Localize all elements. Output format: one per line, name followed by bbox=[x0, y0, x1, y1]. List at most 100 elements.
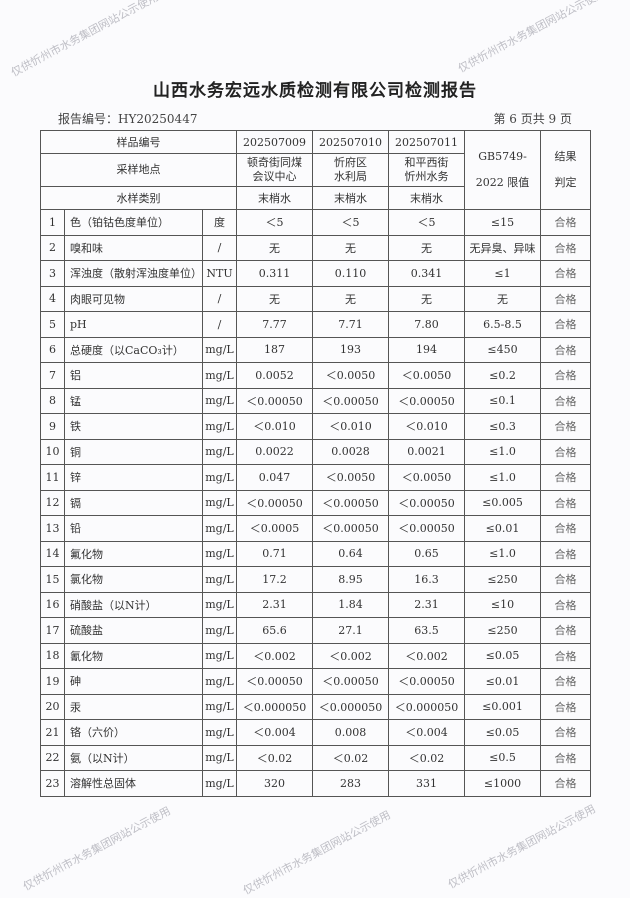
table-row: 1 色（铂钴色度单位）度＜5 ＜5 ＜5 ≤15 合格 bbox=[40, 209, 591, 236]
value-sample-3: ＜0.000050 bbox=[388, 693, 465, 720]
unit: mg/L bbox=[202, 413, 237, 440]
value-sample-1: ＜0.00050 bbox=[236, 387, 313, 414]
result: 合格 bbox=[540, 362, 591, 389]
test-item: 嗅和味 bbox=[64, 234, 203, 261]
limit: ≤1 bbox=[464, 260, 541, 287]
watermark: 仅供忻州市水务集团网站公示使用 bbox=[445, 802, 598, 892]
location-line2: 会议中心 bbox=[252, 170, 297, 183]
limit: ≤0.3 bbox=[464, 413, 541, 440]
sample-no: 202507009 bbox=[236, 130, 313, 154]
location-label: 采样地点 bbox=[40, 153, 237, 187]
row-index: 20 bbox=[40, 693, 65, 720]
row-index: 4 bbox=[40, 285, 65, 312]
result: 合格 bbox=[540, 234, 591, 261]
test-item: 浑浊度（散射浑浊度单位） bbox=[64, 260, 203, 287]
result: 合格 bbox=[540, 566, 591, 593]
value-sample-1: 无 bbox=[236, 285, 313, 312]
limit: ≤0.01 bbox=[464, 668, 541, 695]
sample-location: 忻府区 水利局 bbox=[312, 153, 389, 187]
value-sample-1: ＜0.00050 bbox=[236, 668, 313, 695]
sample-type: 末梢水 bbox=[388, 186, 465, 210]
value-sample-3: 63.5 bbox=[388, 617, 465, 644]
limit: ≤0.05 bbox=[464, 642, 541, 669]
value-sample-3: 无 bbox=[388, 234, 465, 261]
value-sample-1: 7.77 bbox=[236, 311, 313, 338]
row-index: 11 bbox=[40, 464, 65, 491]
unit: mg/L bbox=[202, 489, 237, 516]
value-sample-3: ＜0.0050 bbox=[388, 362, 465, 389]
table-row: 7 铝 mg/L 0.0052 ＜0.0050 ＜0.0050 ≤0.2 合格 bbox=[40, 362, 591, 389]
unit: NTU bbox=[202, 260, 237, 287]
table-row: 16 硝酸盐（以N计） mg/L 2.31 1.84 2.31 ≤10 合格 bbox=[40, 591, 591, 618]
test-item: 铜 bbox=[64, 438, 203, 465]
unit: mg/L bbox=[202, 642, 237, 669]
test-item: 肉眼可见物 bbox=[64, 285, 203, 312]
test-item: 汞 bbox=[64, 693, 203, 720]
test-item: 锰 bbox=[64, 387, 203, 414]
unit: 度 bbox=[202, 209, 237, 236]
result: 合格 bbox=[540, 693, 591, 720]
result-header: 结果 判定 bbox=[540, 130, 591, 210]
value-sample-2: 193 bbox=[312, 336, 389, 363]
value-sample-3: ＜0.0050 bbox=[388, 464, 465, 491]
unit: mg/L bbox=[202, 719, 237, 746]
value-sample-2: ＜0.00050 bbox=[312, 515, 389, 542]
value-sample-1: ＜0.010 bbox=[236, 413, 313, 440]
value-sample-3: ＜5 bbox=[388, 209, 465, 236]
table-row: 13 铅 mg/L ＜0.0005 ＜0.00050 ＜0.00050 ≤0.01 合格 bbox=[40, 515, 591, 542]
value-sample-3: 7.80 bbox=[388, 311, 465, 338]
value-sample-3: ＜0.00050 bbox=[388, 387, 465, 414]
value-sample-3: 无 bbox=[388, 285, 465, 312]
report-number: 报告编号：HY20250447 bbox=[58, 112, 198, 126]
table-row: 5 pH/7.77 7.71 7.80 6.5-8.5 合格 bbox=[40, 311, 591, 338]
limit: ≤1.0 bbox=[464, 438, 541, 465]
test-item: 砷 bbox=[64, 668, 203, 695]
test-item: 硫酸盐 bbox=[64, 617, 203, 644]
limit: ≤0.05 bbox=[464, 719, 541, 746]
limit: ≤10 bbox=[464, 591, 541, 618]
unit: mg/L bbox=[202, 336, 237, 363]
result: 合格 bbox=[540, 285, 591, 312]
watermark: 仅供忻州市水务集团网站公示使用 bbox=[8, 0, 161, 80]
value-sample-2: 27.1 bbox=[312, 617, 389, 644]
test-results-table: 样品编号 202507009 202507010 202507011 GB574… bbox=[40, 130, 591, 797]
table-row: 4 肉眼可见物 / 无无无无合格 bbox=[40, 285, 591, 312]
test-item: 硝酸盐（以N计） bbox=[64, 591, 203, 618]
limit: ≤450 bbox=[464, 336, 541, 363]
value-sample-3: ＜0.00050 bbox=[388, 515, 465, 542]
unit: mg/L bbox=[202, 362, 237, 389]
value-sample-2: 8.95 bbox=[312, 566, 389, 593]
unit: mg/L bbox=[202, 668, 237, 695]
value-sample-2: ＜0.00050 bbox=[312, 668, 389, 695]
limit: ≤0.005 bbox=[464, 489, 541, 516]
result: 合格 bbox=[540, 515, 591, 542]
result-label-line1: 结果 bbox=[554, 150, 577, 163]
value-sample-3: ＜0.010 bbox=[388, 413, 465, 440]
unit: / bbox=[202, 234, 237, 261]
row-index: 6 bbox=[40, 336, 65, 363]
header-row-sample-no: 样品编号 202507009 202507010 202507011 GB574… bbox=[40, 130, 591, 210]
table-row: 2 嗅和味 / 无无无无异臭、异味 合格 bbox=[40, 234, 591, 261]
unit: mg/L bbox=[202, 693, 237, 720]
test-item: 铁 bbox=[64, 413, 203, 440]
value-sample-3: 0.341 bbox=[388, 260, 465, 287]
result: 合格 bbox=[540, 464, 591, 491]
result: 合格 bbox=[540, 668, 591, 695]
sample-location: 和平西街 忻州水务 bbox=[388, 153, 465, 187]
value-sample-1: ＜0.004 bbox=[236, 719, 313, 746]
limit: ≤0.5 bbox=[464, 744, 541, 771]
value-sample-2: ＜0.002 bbox=[312, 642, 389, 669]
limit: ≤0.001 bbox=[464, 693, 541, 720]
row-index: 1 bbox=[40, 209, 65, 236]
limit: ≤1.0 bbox=[464, 540, 541, 567]
limit: ≤15 bbox=[464, 209, 541, 236]
test-item: 色（铂钴色度单位） bbox=[64, 209, 203, 236]
value-sample-1: ＜0.002 bbox=[236, 642, 313, 669]
watermark: 仅供忻州市水务集团网站公示使用 bbox=[20, 804, 173, 894]
test-item: 氨（以N计） bbox=[64, 744, 203, 771]
report-title: 山西水务宏远水质检测有限公司检测报告 bbox=[153, 81, 477, 101]
result: 合格 bbox=[540, 438, 591, 465]
table-row: 3 浑浊度（散射浑浊度单位） NTU 0.311 0.110 0.341 ≤1 合格 bbox=[40, 260, 591, 287]
table-row: 8 锰 mg/L ＜0.00050 ＜0.00050 ＜0.00050 ≤0.1 合格 bbox=[40, 387, 591, 414]
test-item: pH bbox=[64, 311, 203, 338]
